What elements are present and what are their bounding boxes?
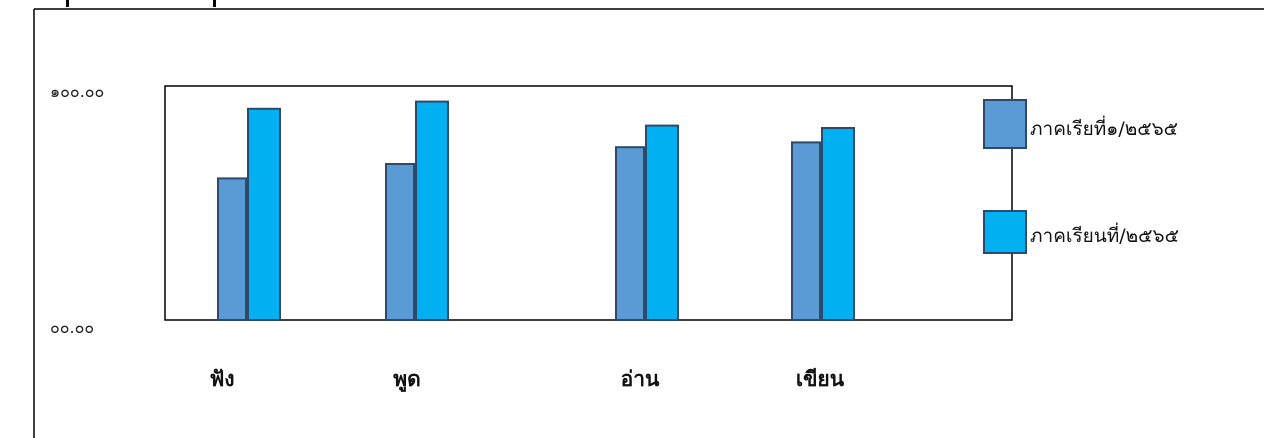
x-category-label: อ่าน bbox=[621, 367, 660, 391]
plot-area bbox=[164, 85, 1013, 321]
bar-writing-series-1 bbox=[791, 141, 821, 321]
bars-group bbox=[217, 100, 855, 321]
bar-speaking-series-2 bbox=[415, 100, 449, 321]
legend-label-series-1: ภาคเรียที่๑/๒๕๖๕ bbox=[1030, 115, 1178, 140]
bar-listening-series-1 bbox=[217, 177, 247, 321]
bar-reading-series-2 bbox=[645, 124, 679, 321]
cropped-mark bbox=[66, 0, 69, 7]
x-category-label: พูด bbox=[393, 367, 420, 393]
legend-label-series-2: ภาคเรียนที่/๒๕๖๕ bbox=[1030, 222, 1179, 247]
cropped-mark bbox=[213, 0, 216, 7]
y-tick-label-min: ๐๐.๐๐ bbox=[50, 318, 94, 337]
x-category-label: เขียน bbox=[796, 367, 845, 391]
bar-reading-series-1 bbox=[615, 146, 645, 321]
legend-swatch-series-2 bbox=[983, 210, 1027, 254]
x-category-label: ฟัง bbox=[209, 367, 234, 391]
bar-writing-series-2 bbox=[821, 127, 855, 321]
y-tick-label-max: ๑๐๐.๐๐ bbox=[50, 82, 104, 101]
bar-listening-series-2 bbox=[247, 107, 281, 321]
bar-speaking-series-1 bbox=[385, 163, 415, 321]
legend: ภาคเรียที่๑/๒๕๖๕ ภาคเรียนที่/๒๕๖๕ bbox=[983, 99, 1179, 254]
legend-swatch-series-1 bbox=[983, 99, 1027, 149]
